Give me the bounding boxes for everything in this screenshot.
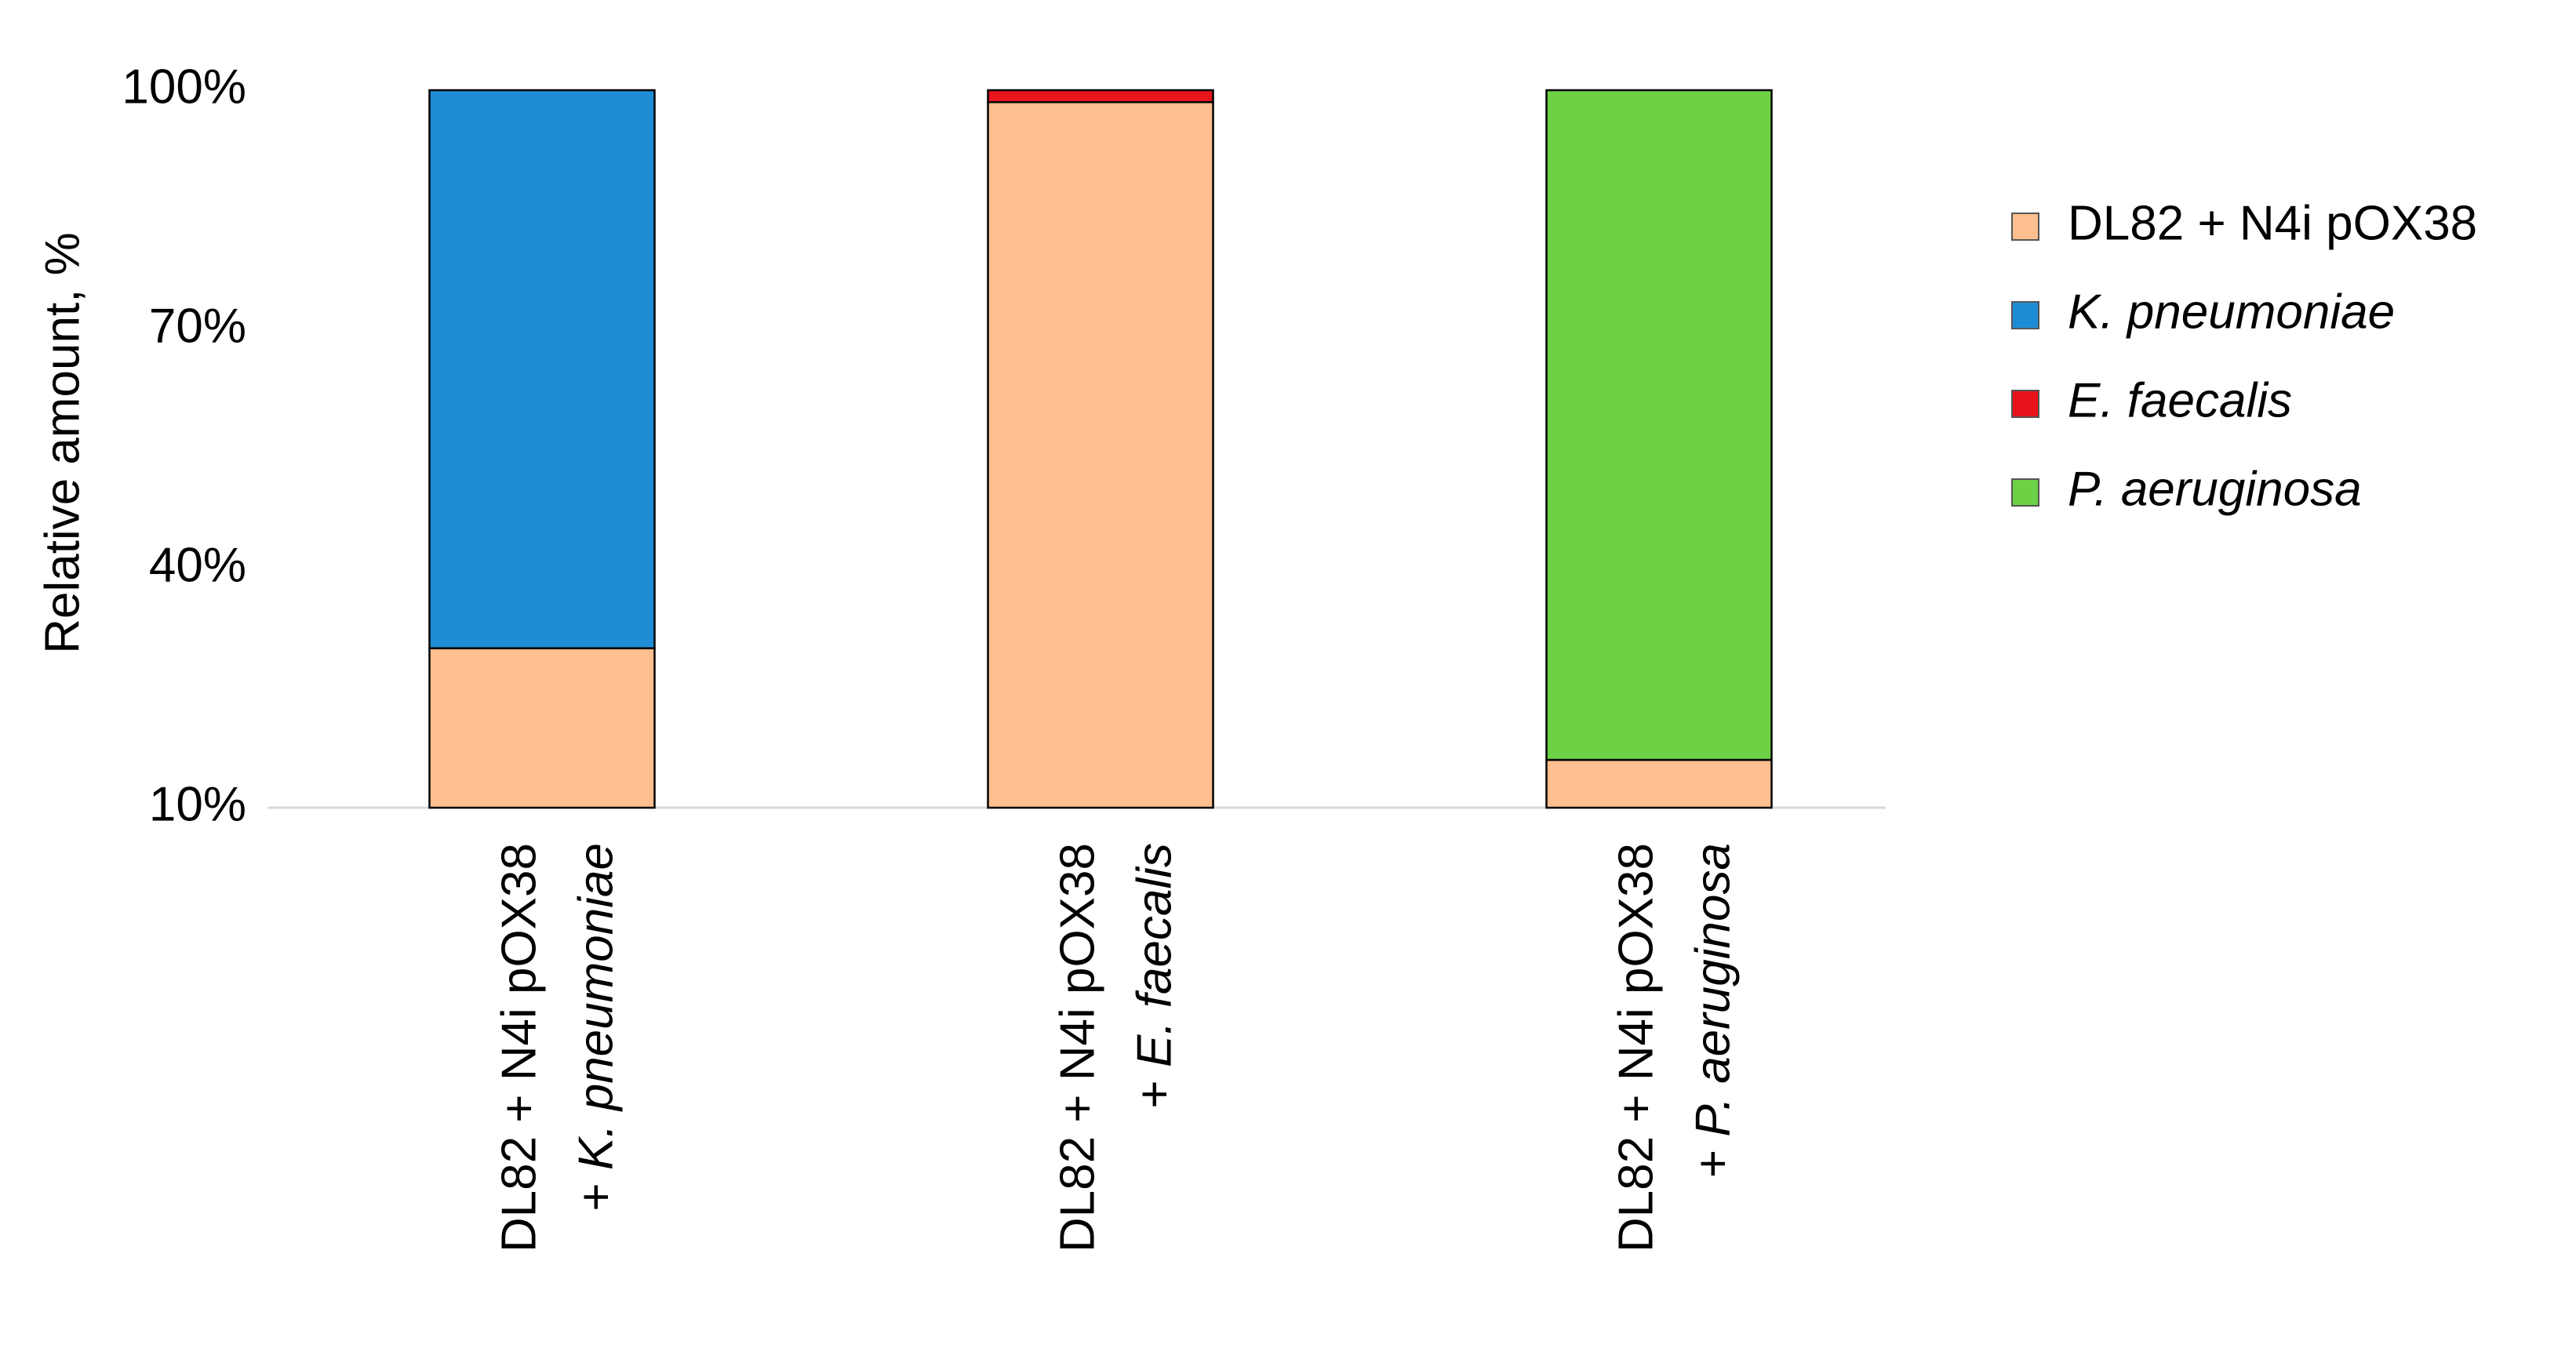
x-tick-label: DL82 + N4i pOX38 [492, 843, 546, 1252]
bar-segment [1545, 758, 1773, 809]
y-tick-label: 70% [149, 299, 246, 353]
legend-swatch [2011, 301, 2039, 329]
legend-swatch [2011, 478, 2039, 507]
y-tick-label: 10% [149, 777, 246, 831]
y-axis-title: Relative amount, % [35, 232, 89, 654]
legend-label: P. aeruginosa [2068, 462, 2362, 516]
y-tick-label: 100% [122, 60, 246, 114]
legend-label: E. faecalis [2068, 373, 2292, 427]
legend-label: K. pneumoniae [2068, 285, 2395, 339]
legend-swatch [2011, 390, 2039, 418]
x-tick-label: + E. faecalis [1127, 843, 1181, 1109]
x-tick-label: DL82 + N4i pOX38 [1050, 843, 1104, 1252]
x-tick-label: + K. pneumoniae [569, 843, 623, 1212]
legend-label: DL82 + N4i pOX38 [2068, 196, 2477, 250]
bar-segment [1545, 89, 1773, 761]
x-tick-label: + P. aeruginosa [1686, 843, 1740, 1179]
bar-segment [428, 647, 656, 809]
x-tick-label: DL82 + N4i pOX38 [1609, 843, 1663, 1252]
y-tick-label: 40% [149, 538, 246, 592]
bar-segment [428, 89, 656, 649]
bar-segment [987, 89, 1214, 104]
bar-segment [987, 101, 1214, 809]
legend-swatch [2011, 213, 2039, 241]
